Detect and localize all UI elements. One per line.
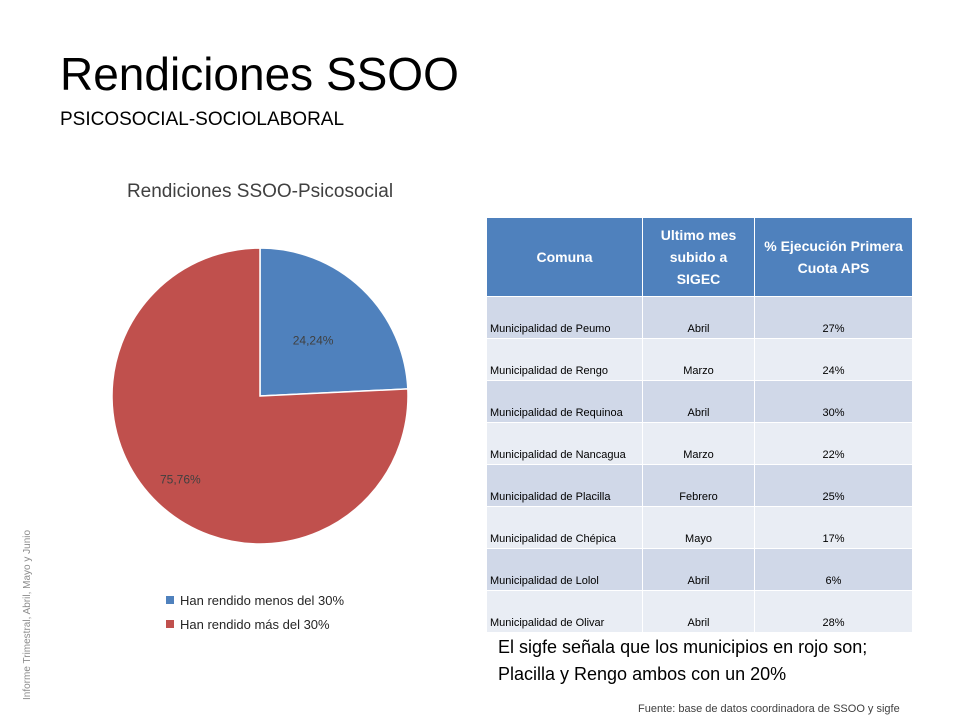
cell-ejecucion: 17% <box>754 506 913 549</box>
source-text: Fuente: base de datos coordinadora de SS… <box>638 703 900 715</box>
cell-comuna: Municipalidad de Placilla <box>486 464 643 507</box>
cell-ultimo-mes: Abril <box>642 548 755 591</box>
cell-ejecucion: 27% <box>754 296 913 339</box>
cell-comuna: Municipalidad de Rengo <box>486 338 643 381</box>
pie-data-label: 75,76% <box>160 473 201 487</box>
table-header-row: Comuna Ultimo mes subido a SIGEC % Ejecu… <box>486 217 913 297</box>
pie-chart: 24,24% 75,76% <box>111 248 409 545</box>
municipality-table: Comuna Ultimo mes subido a SIGEC % Ejecu… <box>486 217 913 633</box>
cell-ejecucion: 25% <box>754 464 913 507</box>
chart-title: Rendiciones SSOO-Psicosocial <box>126 181 394 202</box>
legend-swatch <box>166 596 174 604</box>
header-comuna: Comuna <box>486 217 643 297</box>
cell-comuna: Municipalidad de Peumo <box>486 296 643 339</box>
cell-ultimo-mes: Marzo <box>642 338 755 381</box>
pie-slice <box>259 248 409 397</box>
table-row: Municipalidad de Nancagua Marzo 22% <box>486 422 913 465</box>
slide-subtitle: PSICOSOCIAL-SOCIOLABORAL <box>60 109 345 130</box>
table-row: Municipalidad de Peumo Abril 27% <box>486 296 913 339</box>
cell-comuna: Municipalidad de Chépica <box>486 506 643 549</box>
slide-title: Rendiciones SSOO <box>60 48 459 100</box>
cell-ejecucion: 30% <box>754 380 913 423</box>
header-ejecucion: % Ejecución Primera Cuota APS <box>754 217 913 297</box>
header-ultimo-mes: Ultimo mes subido a SIGEC <box>642 217 755 297</box>
pie-data-label: 24,24% <box>293 333 334 347</box>
cell-comuna: Municipalidad de Olivar <box>486 590 643 633</box>
legend-swatch <box>166 620 174 628</box>
note-text: El sigfe señala que los municipios en ro… <box>498 637 868 684</box>
cell-comuna: Municipalidad de Nancagua <box>486 422 643 465</box>
cell-comuna: Municipalidad de Lolol <box>486 548 643 591</box>
table-row: Municipalidad de Olivar Abril 28% <box>486 590 913 633</box>
legend-item: Han rendido más del 30% <box>166 612 344 636</box>
cell-ultimo-mes: Abril <box>642 296 755 339</box>
cell-ejecucion: 24% <box>754 338 913 381</box>
cell-ultimo-mes: Marzo <box>642 422 755 465</box>
cell-ultimo-mes: Mayo <box>642 506 755 549</box>
table-row: Municipalidad de Placilla Febrero 25% <box>486 464 913 507</box>
table-row: Municipalidad de Rengo Marzo 24% <box>486 338 913 381</box>
cell-ultimo-mes: Febrero <box>642 464 755 507</box>
legend-item: Han rendido menos del 30% <box>166 588 344 612</box>
legend-label: Han rendido menos del 30% <box>180 592 345 608</box>
cell-ultimo-mes: Abril <box>642 590 755 633</box>
cell-comuna: Municipalidad de Requinoa <box>486 380 643 423</box>
legend-label: Han rendido más del 30% <box>180 616 330 632</box>
side-note: Informe Trimestral, Abril, Mayo y Junio <box>22 529 33 700</box>
table-row: Municipalidad de Lolol Abril 6% <box>486 548 913 591</box>
cell-ejecucion: 28% <box>754 590 913 633</box>
cell-ejecucion: 22% <box>754 422 913 465</box>
cell-ultimo-mes: Abril <box>642 380 755 423</box>
table-row: Municipalidad de Chépica Mayo 17% <box>486 506 913 549</box>
cell-ejecucion: 6% <box>754 548 913 591</box>
table-row: Municipalidad de Requinoa Abril 30% <box>486 380 913 423</box>
pie-slice <box>111 248 409 545</box>
chart-legend: Han rendido menos del 30% Han rendido má… <box>166 588 344 636</box>
